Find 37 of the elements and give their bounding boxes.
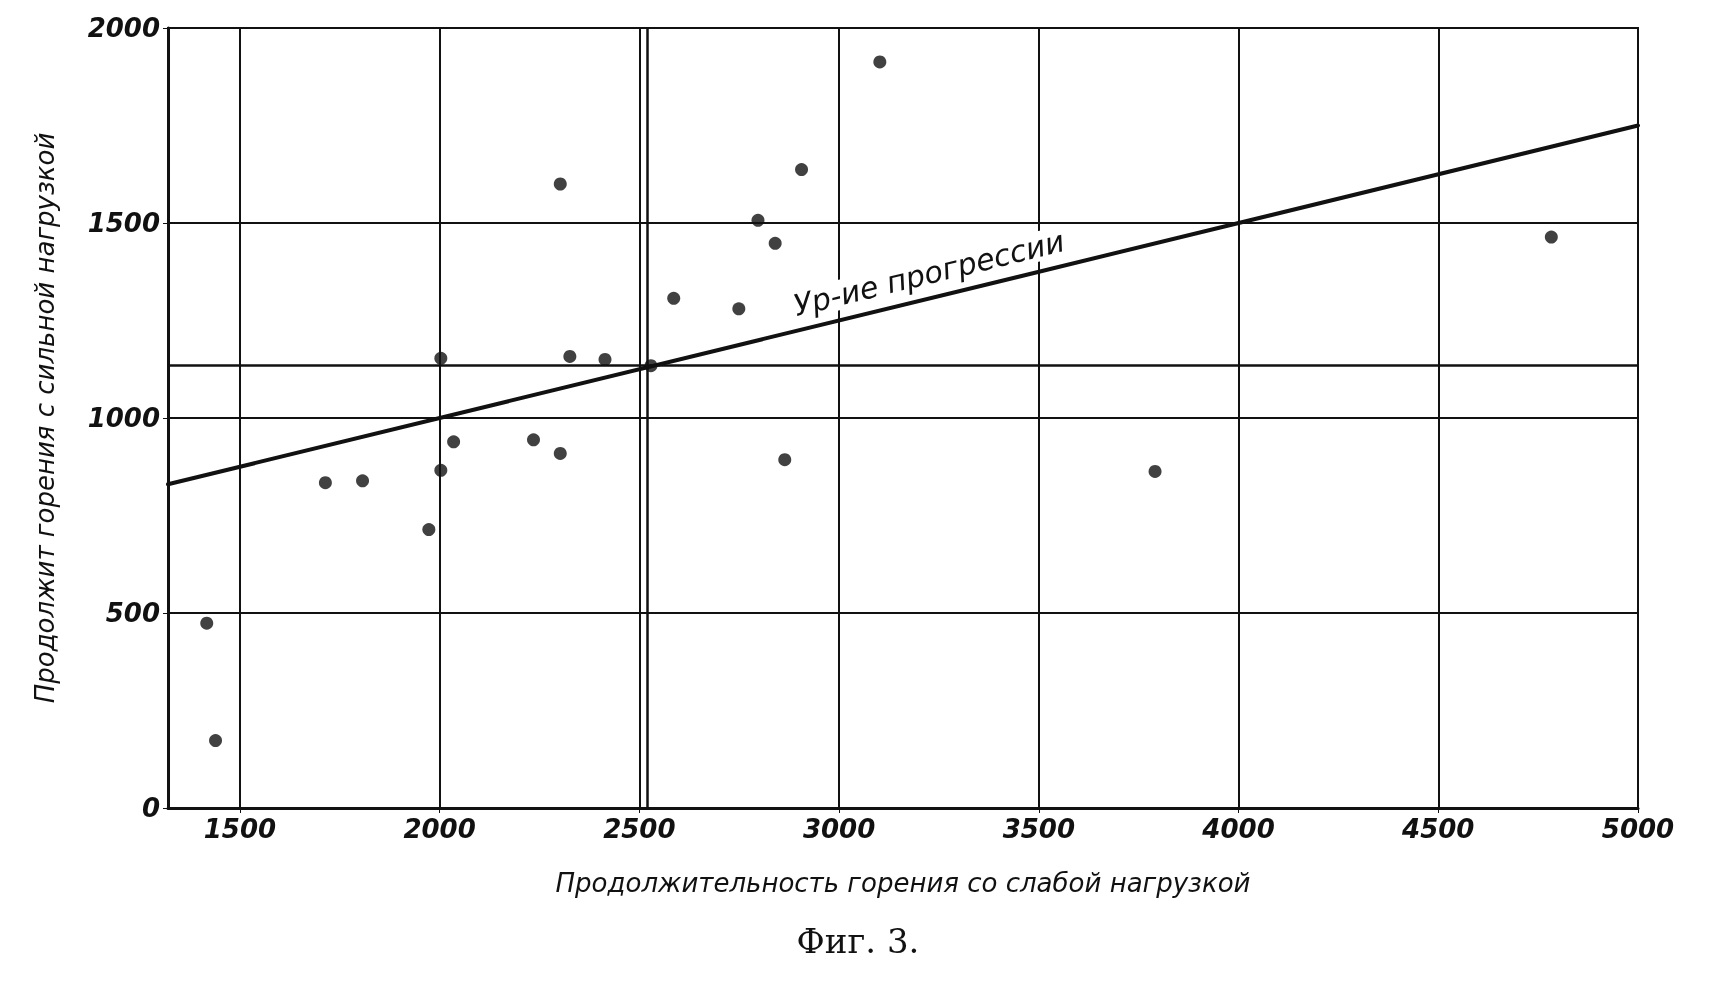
x-axis-title: Продолжительность горения со слабой нагрузкой [555, 868, 1251, 898]
point [447, 435, 461, 449]
x-tick-label: 1500 [203, 814, 277, 844]
y-tick-label: 2000 [87, 13, 160, 43]
point [200, 616, 214, 630]
point [1544, 230, 1558, 244]
point [434, 463, 448, 477]
y-tick-label: 1500 [87, 208, 160, 238]
point [318, 476, 332, 490]
x-tick-label: 2500 [603, 814, 676, 844]
point [434, 351, 448, 365]
x-tick-label: 5000 [1601, 814, 1675, 844]
y-tick-label: 0 [141, 793, 160, 823]
x-tick-label: 3500 [1002, 814, 1075, 844]
x-tick-label: 3000 [802, 814, 876, 844]
point [527, 433, 540, 447]
x-tick-label: 4000 [1201, 814, 1275, 844]
point [751, 213, 765, 227]
text: Фиг. 3. [796, 921, 920, 961]
point [553, 446, 567, 460]
point [1148, 464, 1162, 478]
point [209, 734, 223, 748]
y-tick-label: 500 [105, 598, 160, 628]
point [873, 55, 887, 69]
y-tick-label: 1000 [87, 403, 160, 433]
point [553, 177, 567, 191]
point [422, 523, 436, 537]
point [667, 291, 681, 305]
point [732, 302, 746, 316]
point [768, 236, 782, 250]
x-tick-label: 2000 [403, 814, 476, 844]
point [563, 349, 577, 363]
point [356, 474, 370, 488]
point [795, 163, 809, 177]
x-tick-label: 4500 [1401, 814, 1475, 844]
y-axis-title: Продолжит горения с сильной нагрузкой [30, 132, 60, 704]
point [778, 453, 792, 467]
